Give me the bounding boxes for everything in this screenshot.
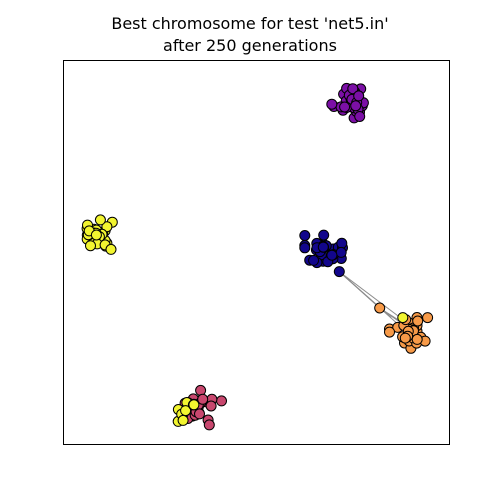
graph-edge	[338, 271, 398, 324]
node-point-pink	[216, 395, 227, 407]
node-point-navy	[299, 242, 311, 254]
node-point-orange	[374, 302, 386, 314]
node-point-purple	[350, 100, 362, 112]
node-point-navy	[335, 246, 347, 258]
node-point-orange	[422, 312, 434, 324]
chart-title-line-1: Best chromosome for test 'net5.in'	[111, 14, 389, 33]
node-point-navy	[333, 266, 345, 278]
nodes-layer	[81, 82, 434, 431]
node-point-orange	[399, 332, 411, 344]
node-point-orange	[411, 333, 423, 345]
node-point-navy	[299, 230, 311, 241]
node-point-navy	[326, 249, 338, 261]
node-point-purple	[339, 101, 351, 113]
node-point-pink	[203, 419, 215, 431]
node-point-pink	[205, 400, 217, 412]
node-point-purple	[347, 83, 359, 95]
axes-frame	[63, 60, 450, 445]
node-point-purple	[354, 111, 366, 122]
node-point-yellow	[94, 214, 106, 226]
node-point-navy	[308, 254, 320, 266]
node-point-yellow	[101, 221, 113, 233]
node-point-purple	[326, 98, 338, 110]
node-point-yellow	[85, 240, 96, 252]
node-point-navy	[318, 229, 330, 241]
node-point-yellow	[90, 229, 102, 241]
node-point-orange	[412, 315, 424, 327]
node-point-yellow	[188, 399, 200, 411]
node-point-yellow	[397, 312, 409, 324]
node-point-navy	[317, 241, 329, 253]
node-point-purple	[353, 90, 365, 102]
node-point-yellow	[177, 414, 189, 426]
node-point-pink	[194, 408, 205, 420]
node-point-pink	[195, 384, 207, 396]
graph-edge	[338, 271, 404, 320]
node-point-navy	[336, 237, 348, 249]
node-point-orange	[384, 326, 395, 338]
node-point-yellow	[105, 243, 117, 255]
chart-title-line-2: after 250 generations	[163, 36, 337, 55]
node-point-pink	[197, 393, 209, 405]
